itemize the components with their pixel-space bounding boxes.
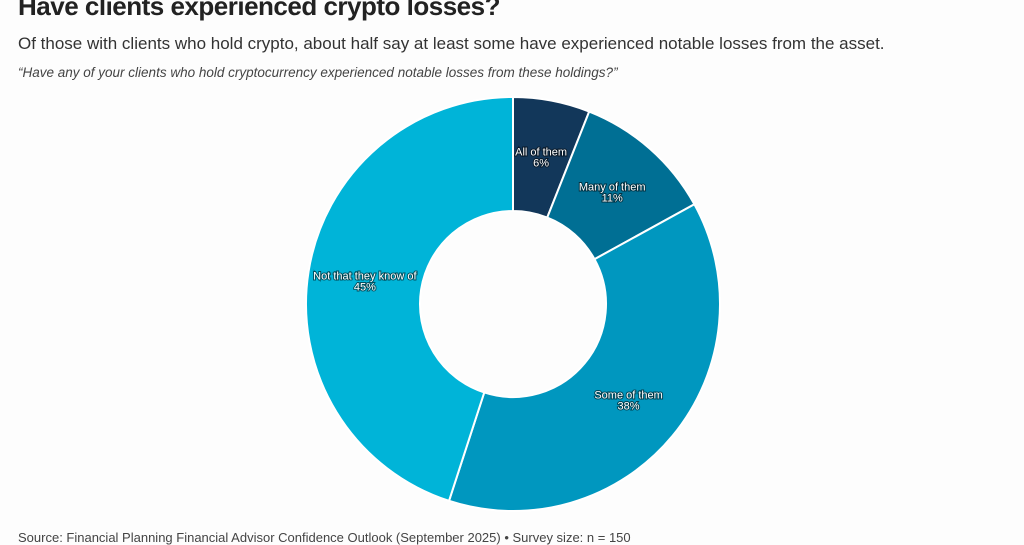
slice-value-label: 38% [618, 401, 640, 413]
slice-not-that-they-know-of [305, 95, 514, 503]
chart-title: Have clients experienced crypto losses? [18, 0, 500, 21]
slice-value-label: 11% [602, 192, 623, 204]
slice-value-label: 6% [533, 158, 549, 170]
slice-category-label: All of them [515, 147, 567, 159]
chart-subtitle: Of those with clients who hold crypto, a… [18, 34, 885, 53]
survey-question: “Have any of your clients who hold crypt… [18, 65, 618, 80]
slice-category-label: Many of them [579, 181, 646, 193]
slice-some-of-them [447, 202, 721, 512]
slice-value-label: 45% [354, 282, 376, 294]
slice-category-label: Not that they know of [313, 271, 417, 283]
slice-category-label: Some of them [594, 390, 662, 402]
